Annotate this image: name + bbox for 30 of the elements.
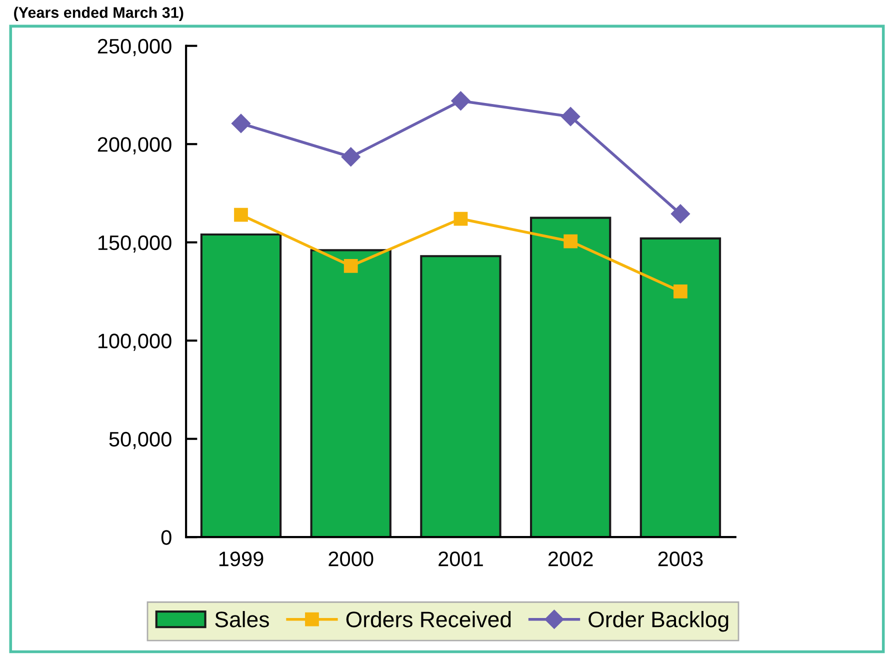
y-tick-label: 200,000 <box>98 137 172 154</box>
y-tick-label: 0 <box>161 530 172 545</box>
legend-label: Orders Received <box>346 611 511 628</box>
y-tick-label: 100,000 <box>98 334 172 351</box>
bar <box>530 216 612 538</box>
bar <box>640 237 722 538</box>
point <box>674 284 688 298</box>
x-tick-label: 1999 <box>219 552 264 566</box>
bar <box>310 249 392 538</box>
legend-label: Order Backlog <box>588 611 728 632</box>
x-tick-label: 2003 <box>658 552 703 566</box>
point <box>670 204 690 224</box>
y-tick-label: 250,000 <box>98 38 172 56</box>
point <box>344 258 358 273</box>
y-tick-label: 150,000 <box>98 235 172 253</box>
point <box>561 107 580 126</box>
x-tick-label: 2002 <box>548 552 593 566</box>
point <box>451 91 470 110</box>
bar <box>200 233 282 538</box>
y-tick-label: 50,000 <box>109 432 172 450</box>
legend-label: Sales <box>215 611 269 628</box>
bar <box>420 255 502 538</box>
point <box>341 147 360 166</box>
x-tick-label: 2001 <box>438 552 483 566</box>
text: (Years ended March 31) <box>14 6 184 21</box>
point <box>231 114 251 133</box>
point <box>564 234 578 248</box>
point <box>234 208 248 222</box>
x-tick-label: 2000 <box>328 552 374 566</box>
point <box>454 212 468 226</box>
